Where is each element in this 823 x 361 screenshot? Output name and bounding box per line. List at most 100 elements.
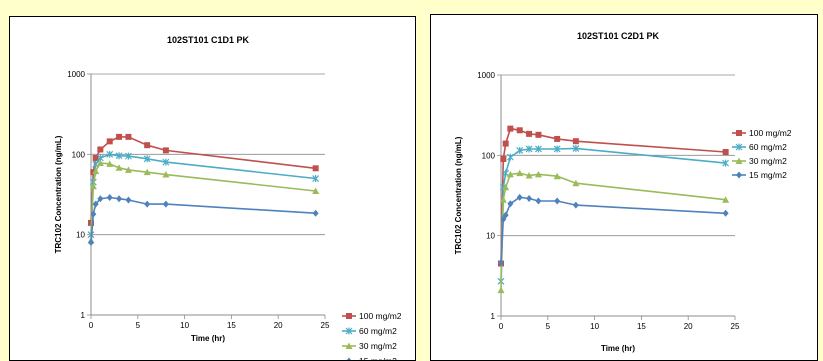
data-point: [125, 196, 132, 204]
data-point: [116, 133, 123, 140]
data-point: [162, 147, 169, 154]
data-point: [498, 259, 504, 267]
series-line: [90, 196, 316, 243]
data-point: [125, 152, 132, 160]
x-axis-label: Time (hr): [601, 344, 635, 353]
data-point: [144, 200, 151, 208]
data-point: [162, 171, 170, 178]
data-point: [526, 195, 533, 203]
data-point: [502, 183, 510, 191]
legend-entry: 60 mg/m2: [342, 326, 397, 336]
data-point: [312, 165, 319, 172]
data-point: [143, 168, 151, 176]
series-15-mg-m2: [498, 193, 729, 267]
data-point: [312, 209, 319, 217]
data-point: [553, 145, 561, 153]
series-15-mg-m2: [88, 194, 319, 246]
series-100-mg-m2: [498, 125, 729, 267]
legend-label: 100 mg/m2: [359, 311, 402, 321]
legend-marker: [345, 327, 353, 335]
data-point: [535, 131, 542, 138]
series-line: [500, 172, 726, 291]
legend-label: 30 mg/m2: [749, 156, 787, 166]
x-tick-label: 0: [89, 321, 94, 330]
x-tick-label: 15: [637, 322, 646, 331]
data-point: [106, 160, 114, 167]
data-point: [106, 150, 114, 158]
data-point: [535, 145, 542, 153]
legend-label: 100 mg/m2: [749, 128, 792, 138]
legend-entry: 15 mg/m2: [346, 356, 397, 361]
data-point: [554, 135, 561, 142]
x-tick-label: 0: [499, 322, 504, 331]
data-point: [516, 169, 524, 177]
data-point: [92, 200, 99, 208]
legend-label: 15 mg/m2: [749, 170, 787, 180]
series-30-mg-m2: [87, 159, 320, 244]
data-point: [506, 170, 514, 178]
data-point: [312, 187, 320, 194]
y-axis-label: TRC102 Concentration (ng/mL): [454, 136, 463, 254]
x-tick-label: 5: [136, 321, 141, 330]
series-line: [90, 136, 316, 223]
legend-label: 15 mg/m2: [359, 356, 397, 361]
legend-label: 60 mg/m2: [359, 326, 397, 336]
data-point: [572, 179, 580, 187]
data-point: [144, 142, 151, 149]
x-tick-label: 15: [227, 321, 236, 330]
data-point: [506, 153, 514, 161]
chart-panel-c1d1: 1 10 100 1000 0 5 10 15 20 25 102ST101 C1D1 PK Time…: [9, 16, 416, 361]
x-tick-label: 25: [731, 322, 740, 331]
legend-marker: [346, 357, 352, 360]
data-point: [516, 127, 523, 134]
y-tick-label: 100: [72, 150, 86, 159]
data-point: [92, 155, 99, 162]
y-tick-label: 1000: [67, 70, 85, 79]
x-tick-label: 25: [321, 321, 330, 330]
data-point: [722, 209, 729, 217]
series-100-mg-m2: [88, 133, 319, 226]
data-point: [525, 145, 533, 153]
legend-entry: 100 mg/m2: [342, 311, 402, 321]
series-line: [90, 162, 316, 241]
data-point: [572, 201, 579, 209]
y-tick-label: 1: [491, 312, 496, 321]
data-point: [722, 196, 730, 203]
series-30-mg-m2: [497, 169, 730, 294]
data-point: [722, 159, 730, 167]
y-tick-label: 10: [76, 231, 85, 240]
data-point: [502, 140, 509, 147]
x-tick-label: 5: [546, 322, 551, 331]
chart-title: 102ST101 C2D1 PK: [577, 31, 660, 41]
legend-marker: [736, 171, 742, 179]
data-point: [162, 200, 169, 208]
data-point: [507, 125, 514, 132]
data-point: [502, 211, 509, 219]
data-point: [722, 149, 729, 156]
data-point: [90, 210, 97, 218]
data-point: [106, 138, 113, 145]
data-point: [500, 156, 507, 163]
data-point: [499, 196, 507, 203]
data-point: [507, 200, 514, 208]
data-point: [554, 197, 561, 205]
data-point: [534, 170, 542, 178]
data-point: [516, 193, 523, 201]
legend-marker: [735, 143, 743, 151]
legend-entry: 30 mg/m2: [732, 156, 787, 166]
series-line: [500, 147, 726, 282]
data-point: [97, 146, 104, 153]
data-point: [162, 158, 170, 166]
data-point: [312, 175, 320, 183]
data-point: [572, 144, 580, 152]
x-tick-label: 10: [180, 321, 189, 330]
pk-chart-c2d1: 1 10 100 1000 0 5 10 15 20 25 102ST101 C2D1 PK Time…: [454, 31, 792, 353]
data-point: [124, 166, 132, 173]
data-point: [89, 182, 97, 190]
legend-label: 60 mg/m2: [749, 142, 787, 152]
chart-title: 102ST101 C1D1 PK: [167, 35, 250, 45]
series-line: [500, 127, 726, 264]
y-tick-label: 1: [81, 311, 86, 320]
data-point: [96, 159, 104, 167]
chart-panel-c2d1: 1 10 100 1000 0 5 10 15 20 25 102ST101 C2D1 PK Time…: [430, 14, 818, 361]
